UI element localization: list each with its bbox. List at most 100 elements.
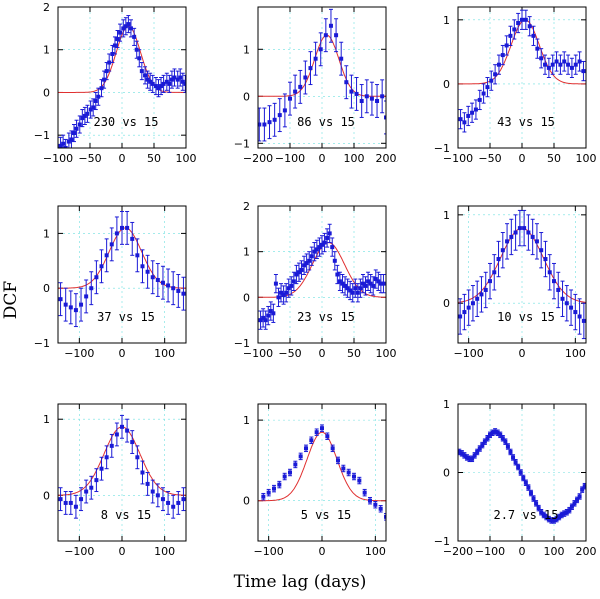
data-point	[581, 318, 586, 323]
panel-9: −200 −100 0 100 200 −1 0 1 2.7 vs 15	[434, 398, 597, 558]
data-point	[169, 77, 174, 82]
data-point	[307, 258, 312, 263]
data-point	[508, 449, 513, 454]
data-point	[159, 84, 164, 89]
data-point	[114, 231, 119, 236]
y-tick-label: 1	[443, 398, 450, 411]
y-tick-label: 1	[243, 414, 250, 427]
data-point	[364, 94, 369, 99]
data-point	[523, 17, 528, 22]
x-tick-label: 100	[154, 347, 175, 360]
panel-frame	[257, 6, 387, 149]
data-point	[357, 478, 362, 483]
data-point	[526, 485, 531, 490]
data-point	[332, 258, 337, 263]
data-point	[531, 496, 536, 501]
data-point	[490, 430, 495, 435]
panel-frame	[57, 205, 187, 344]
data-point	[263, 318, 268, 323]
data-point	[518, 470, 523, 475]
data-point	[355, 290, 360, 295]
data-point	[112, 43, 117, 48]
y-tick-label: 0	[243, 90, 250, 103]
data-point	[172, 75, 177, 80]
data-point	[84, 294, 89, 299]
data-point	[527, 24, 532, 29]
plot-area	[258, 424, 386, 521]
data-point	[130, 440, 135, 445]
data-point	[464, 455, 469, 460]
data-point	[539, 56, 544, 61]
data-point	[543, 62, 548, 67]
x-tick-label: 0	[119, 347, 126, 360]
x-tick-label: −100	[254, 545, 284, 558]
data-point	[572, 501, 577, 506]
data-point	[102, 77, 107, 82]
data-point	[569, 65, 574, 70]
data-point	[547, 270, 552, 275]
data-point	[171, 286, 176, 291]
data-point	[267, 120, 272, 125]
data-point	[479, 292, 484, 297]
data-point	[477, 97, 482, 102]
data-point	[466, 305, 471, 310]
data-point	[161, 81, 166, 86]
data-point	[107, 60, 112, 65]
data-point	[181, 291, 186, 296]
panel-label: 37 vs 15	[97, 310, 155, 324]
data-point	[308, 66, 313, 71]
data-point	[509, 234, 514, 239]
x-tick-label: 50	[147, 152, 161, 165]
data-point	[516, 465, 521, 470]
data-point	[362, 490, 367, 495]
data-point	[462, 453, 467, 458]
data-point	[282, 108, 287, 113]
data-point	[327, 231, 332, 236]
data-point	[58, 497, 63, 502]
y-tick-label: 1	[43, 44, 50, 57]
x-tick-label: 100	[154, 545, 175, 558]
data-point	[371, 283, 376, 288]
x-tick-label: 50	[347, 347, 361, 360]
data-point	[309, 438, 314, 443]
data-point	[511, 455, 516, 460]
data-point	[63, 146, 68, 148]
data-point	[482, 439, 487, 444]
data-point	[145, 481, 150, 486]
data-point	[99, 86, 104, 91]
x-tick-label: −100	[443, 152, 473, 165]
x-tick-label: 0	[119, 545, 126, 558]
data-point	[520, 17, 524, 22]
data-point	[359, 99, 364, 103]
data-point	[573, 62, 578, 67]
data-point	[150, 489, 155, 494]
plot-area	[458, 428, 586, 524]
y-tick-label: 0	[43, 86, 50, 99]
data-point	[74, 126, 79, 131]
data-point	[554, 517, 559, 522]
data-point	[114, 432, 119, 437]
data-point	[120, 225, 124, 230]
data-point	[160, 497, 165, 502]
data-point	[558, 62, 563, 67]
y-tick-label: −1	[434, 142, 450, 155]
data-point	[176, 288, 181, 293]
data-point	[526, 230, 531, 235]
y-tick-label: −1	[434, 535, 450, 548]
data-point	[580, 487, 585, 492]
panel-label: 10 vs 15	[497, 310, 555, 324]
data-point	[318, 47, 323, 52]
data-point	[69, 137, 74, 142]
panel-frame	[457, 6, 587, 149]
x-tick-label: 100	[344, 152, 365, 165]
data-point	[546, 65, 551, 70]
x-tick-label: 100	[544, 545, 565, 558]
panel-8: −100 0 100 0 1 5 vs 15	[243, 403, 387, 558]
data-point	[123, 24, 128, 29]
y-tick-label: 0	[43, 489, 50, 502]
panel-frame	[457, 205, 587, 344]
data-point	[150, 81, 155, 86]
x-tick-label: −100	[454, 347, 484, 360]
x-tick-label: 0	[519, 152, 526, 165]
y-tick-label: 1	[43, 227, 50, 240]
